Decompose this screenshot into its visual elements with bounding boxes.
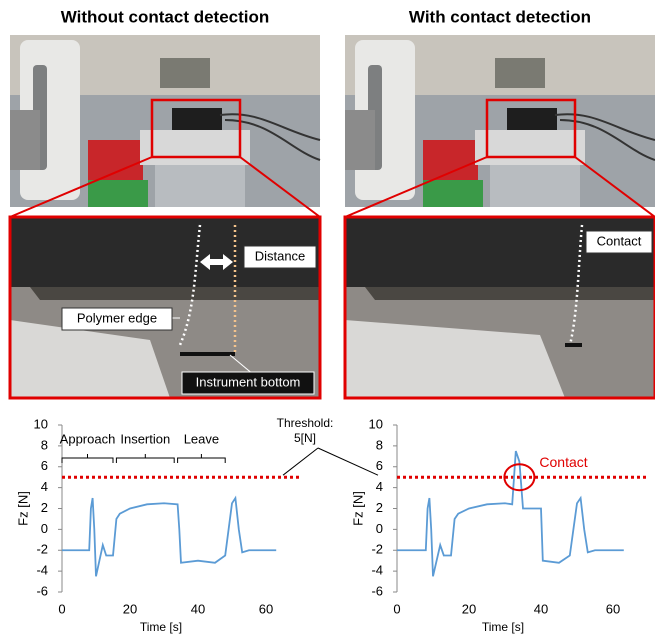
y-tick-label: -2 [36,542,48,557]
x-axis-title: Time [s] [482,620,524,634]
y-tick-label: 10 [369,416,383,431]
y-tick-label: 2 [41,500,48,515]
y-tick-label: 8 [41,437,48,452]
y-tick-label: 6 [41,458,48,473]
x-tick-label: 0 [393,601,400,616]
y-tick-label: -6 [371,583,383,598]
photo [345,35,655,217]
phase-label: Approach [60,431,116,446]
y-axis-title: Fz [N] [15,491,30,526]
y-tick-label: -2 [371,542,383,557]
y-tick-label: 4 [376,479,383,494]
photo [10,35,320,217]
x-tick-label: 40 [191,601,205,616]
page: Without contact detection With contact d… [0,0,655,643]
phase-bracket [116,454,174,463]
x-axis-title: Time [s] [140,620,182,634]
zoom-photo: Distance Polymer edge Instrument bottom [10,217,320,398]
y-tick-label: 0 [376,521,383,536]
threshold-label: Threshold: [277,416,334,430]
y-tick-label: 4 [41,479,48,494]
photo-label: Polymer edge [77,310,157,325]
x-tick-label: 60 [259,601,273,616]
panel-title: With contact detection [409,7,591,26]
y-tick-label: -6 [36,583,48,598]
y-tick-label: -4 [371,563,383,578]
figure: Without contact detection With contact d… [0,0,655,638]
photo-label: Contact [597,233,642,248]
photo-label: Distance [255,248,306,263]
photo-label: Instrument bottom [196,374,301,389]
phase-bracket [62,454,113,463]
y-tick-label: 2 [376,500,383,515]
threshold-label: 5[N] [294,431,316,445]
y-tick-label: 8 [376,437,383,452]
data-line [397,451,624,576]
leader-line [283,448,378,475]
phase-label: Insertion [120,431,170,446]
y-tick-label: 6 [376,458,383,473]
x-tick-label: 20 [462,601,476,616]
zoom-photo: Contact [345,217,655,398]
phase-bracket [178,454,226,463]
y-axis-title: Fz [N] [350,491,365,526]
x-tick-label: 0 [58,601,65,616]
y-tick-label: -4 [36,563,48,578]
y-tick-label: 0 [41,521,48,536]
x-tick-label: 40 [534,601,548,616]
phase-label: Leave [184,431,219,446]
contact-label: Contact [539,454,587,470]
x-tick-label: 60 [606,601,620,616]
data-line [62,498,276,576]
y-tick-label: 10 [34,416,48,431]
x-tick-label: 20 [123,601,137,616]
panel-title: Without contact detection [61,7,270,26]
